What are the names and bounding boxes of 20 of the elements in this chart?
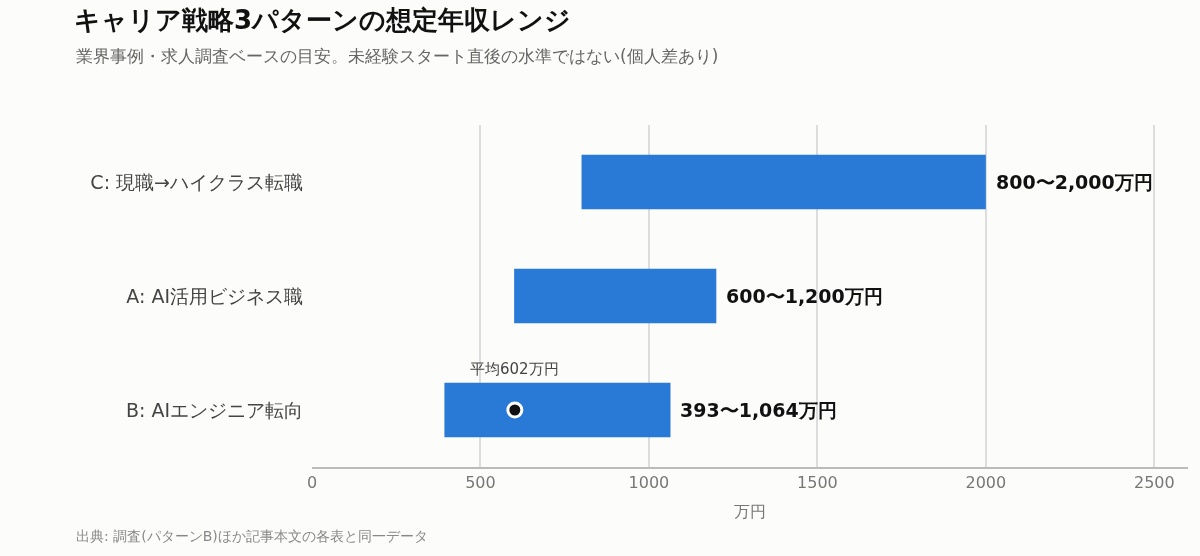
x-tick-label: 1000 [628, 472, 670, 492]
bar [444, 382, 671, 438]
x-tick-label: 2500 [1133, 472, 1175, 492]
x-tick-label: 2000 [965, 472, 1007, 492]
annotation: 800〜2,000万円 [996, 171, 1153, 193]
x-tick-label: 500 [465, 472, 496, 492]
y-tick-label: B: AIエンジニア転向 [125, 398, 303, 421]
x-axis-title: 万円 [734, 502, 766, 522]
y-tick-label: A: AI活用ビジネス職 [126, 284, 303, 307]
x-tick-label: 0 [306, 472, 318, 492]
y-tick-label: C: 現職→ハイクラス転職 [90, 170, 303, 193]
chart-subtitle: 業界事例・求人調査ベースの目安。未経験スタート直後の水準ではない(個人差あり) [76, 46, 719, 66]
bar [514, 268, 717, 324]
annotation: 平均602万円 [470, 360, 559, 378]
bar [581, 154, 986, 210]
x-tick-label: 1500 [797, 472, 838, 492]
source-note: 出典: 調査(パターンB)ほか記事本文の各表と同一データ [76, 528, 428, 544]
annotation: 393〜1,064万円 [680, 399, 837, 421]
chart-title: キャリア戦略3パターンの想定年収レンジ [74, 5, 572, 36]
annotation: 600〜1,200万円 [726, 285, 883, 307]
